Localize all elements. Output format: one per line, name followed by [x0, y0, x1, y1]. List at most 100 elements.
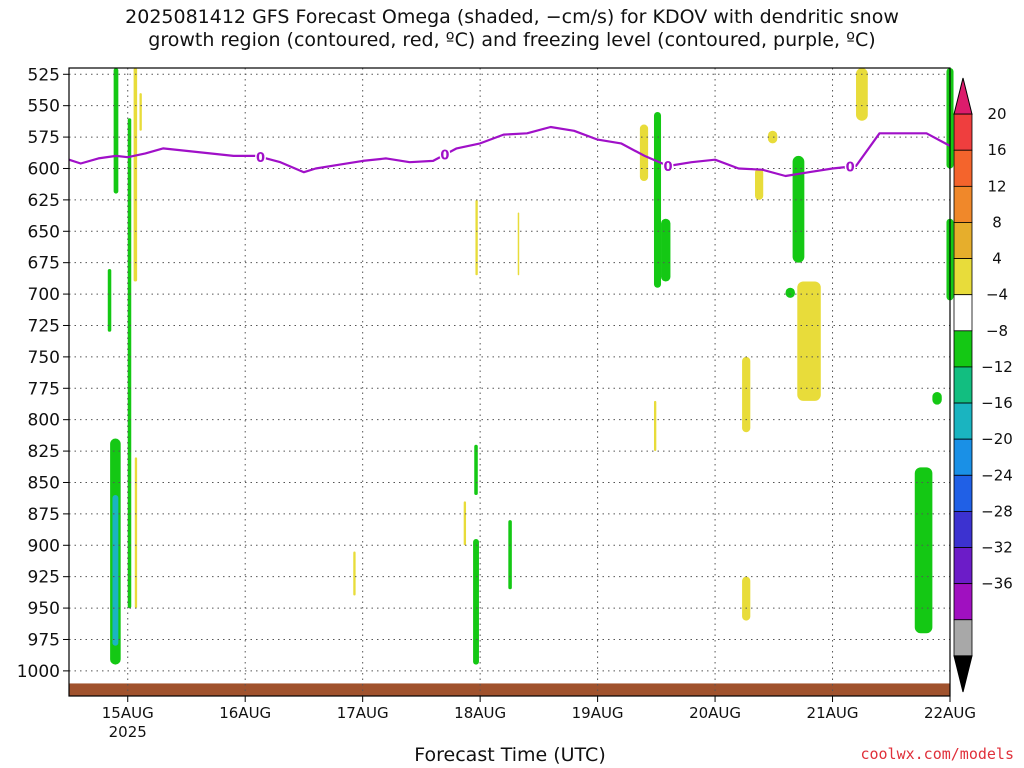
omega-region-30	[914, 467, 933, 634]
omega-region-17	[639, 124, 649, 182]
omega-region-10	[508, 520, 512, 590]
freezing-level-label-3: 0	[846, 161, 855, 176]
omega-region-13	[475, 199, 478, 276]
colorbar-swatch-9	[953, 402, 973, 440]
y-tick-label-850: 850	[28, 473, 60, 493]
y-tick-label-875: 875	[28, 505, 60, 525]
y-tick-label-550: 550	[28, 97, 60, 117]
omega-region-24	[785, 287, 795, 298]
grid-lines	[69, 68, 951, 696]
y-tick-label-950: 950	[28, 599, 60, 619]
colorbar: 20 16 12 8 4 −4 −8 −12 −16 −20 −24 −28 −32 −36	[953, 77, 1013, 693]
colorbar-swatch-14	[953, 583, 973, 621]
omega-region-9	[473, 539, 479, 665]
omega-region-23	[792, 155, 805, 263]
omega-region-29	[932, 392, 942, 405]
colorbar-label-0: 20	[987, 105, 1006, 123]
colorbar-swatch-3	[953, 185, 973, 223]
colorbar-label-1: 16	[987, 141, 1006, 159]
freezing-level-label-0: 0	[256, 151, 265, 166]
omega-region-14	[517, 212, 520, 276]
colorbar-swatch-7	[953, 330, 973, 368]
colorbar-label-3: 8	[992, 213, 1002, 231]
colorbar-label-5: −4	[986, 286, 1008, 304]
x-tick-label-22AUG: 22AUG	[924, 704, 976, 722]
omega-region-18	[653, 400, 657, 452]
omega-region-4	[127, 118, 132, 609]
freezing-level-label-2: 0	[664, 160, 673, 175]
x-tick-label-17AUG: 17AUG	[337, 704, 389, 722]
freezing-level-label-1: 0	[440, 149, 449, 164]
y-axis: 525 550 575 600 625 650 675 700 725 750 775 800 825 8…	[17, 65, 69, 682]
omega-region-12	[353, 551, 356, 596]
omega-region-7	[134, 457, 138, 609]
colorbar-label-10: −24	[981, 466, 1013, 484]
omega-region-25	[797, 281, 821, 401]
y-tick-label-600: 600	[28, 159, 60, 179]
y-tick-label-975: 975	[28, 630, 60, 650]
colorbar-swatch-5	[953, 258, 973, 296]
omega-region-3	[112, 495, 119, 646]
colorbar-label-4: 4	[992, 250, 1002, 268]
x-axis-label: Forecast Time (UTC)	[414, 744, 606, 766]
y-tick-label-700: 700	[28, 285, 60, 305]
ground-surface	[69, 683, 950, 696]
colorbar-swatch-13	[953, 547, 973, 585]
y-tick-label-825: 825	[28, 442, 60, 462]
omega-region-5	[133, 68, 138, 282]
omega-region-26	[856, 68, 868, 121]
omega-region-19	[742, 356, 751, 433]
y-tick-label-775: 775	[28, 379, 60, 399]
colorbar-swatch-12	[953, 511, 973, 548]
colorbar-swatch-1	[953, 113, 973, 151]
omega-region-6	[139, 93, 142, 131]
colorbar-cap-top	[953, 77, 973, 115]
x-tick-label-21AUG: 21AUG	[807, 704, 859, 722]
colorbar-swatch-15	[953, 619, 973, 657]
y-tick-label-675: 675	[28, 254, 60, 274]
y-tick-label-525: 525	[28, 65, 60, 85]
y-tick-label-650: 650	[28, 222, 60, 242]
colorbar-swatch-11	[953, 474, 973, 512]
colorbar-label-8: −16	[981, 394, 1013, 412]
y-tick-label-925: 925	[28, 568, 60, 588]
y-tick-label-900: 900	[28, 536, 60, 556]
x-tick-label-15AUG: 15AUG	[102, 704, 154, 722]
colorbar-cap-bottom	[953, 655, 973, 693]
x-tick-label-20AUG: 20AUG	[689, 704, 741, 722]
x-axis: 15AUG 16AUG 17AUG 18AUG 19AUG 20AUG 21AUG 22AUG…	[102, 696, 976, 741]
colorbar-swatch-4	[953, 222, 973, 259]
freezing-level-line	[68, 125, 951, 178]
colorbar-label-6: −8	[986, 322, 1008, 340]
omega-region-16	[661, 218, 671, 282]
colorbar-label-9: −20	[981, 430, 1013, 448]
y-tick-label-575: 575	[28, 128, 60, 148]
chart-title: 2025081412 GFS Forecast Omega (shaded, −…	[0, 6, 1024, 52]
colorbar-label-11: −28	[981, 502, 1013, 520]
title-line-2: growth region (contoured, red, ºC) and f…	[148, 29, 876, 51]
colorbar-swatch-6	[953, 294, 973, 332]
x-tick-label-19AUG: 19AUG	[572, 704, 624, 722]
y-tick-label-750: 750	[28, 348, 60, 368]
omega-region-1	[107, 268, 112, 332]
y-tick-label-725: 725	[28, 316, 60, 336]
colorbar-label-2: 12	[987, 177, 1006, 195]
x-tick-label-18AUG: 18AUG	[454, 704, 506, 722]
colorbar-swatch-10	[953, 438, 973, 476]
x-year-label: 2025	[109, 723, 147, 741]
y-tick-label-800: 800	[28, 411, 60, 431]
colorbar-label-12: −32	[981, 539, 1013, 557]
x-tick-label-16AUG: 16AUG	[219, 704, 271, 722]
omega-region-11	[463, 501, 467, 546]
surface-band	[69, 683, 950, 696]
omega-region-0	[113, 68, 119, 194]
freezing-level-contour: 0 0 0 0	[68, 125, 951, 178]
colorbar-swatch-2	[953, 149, 973, 187]
plot-frame	[68, 67, 951, 697]
omega-region-8	[474, 444, 478, 496]
source-credit: coolwx.com/models	[860, 745, 1014, 763]
y-tick-label-1000: 1000	[17, 662, 60, 682]
omega-region-21	[755, 168, 764, 200]
colorbar-label-13: −36	[981, 575, 1013, 593]
